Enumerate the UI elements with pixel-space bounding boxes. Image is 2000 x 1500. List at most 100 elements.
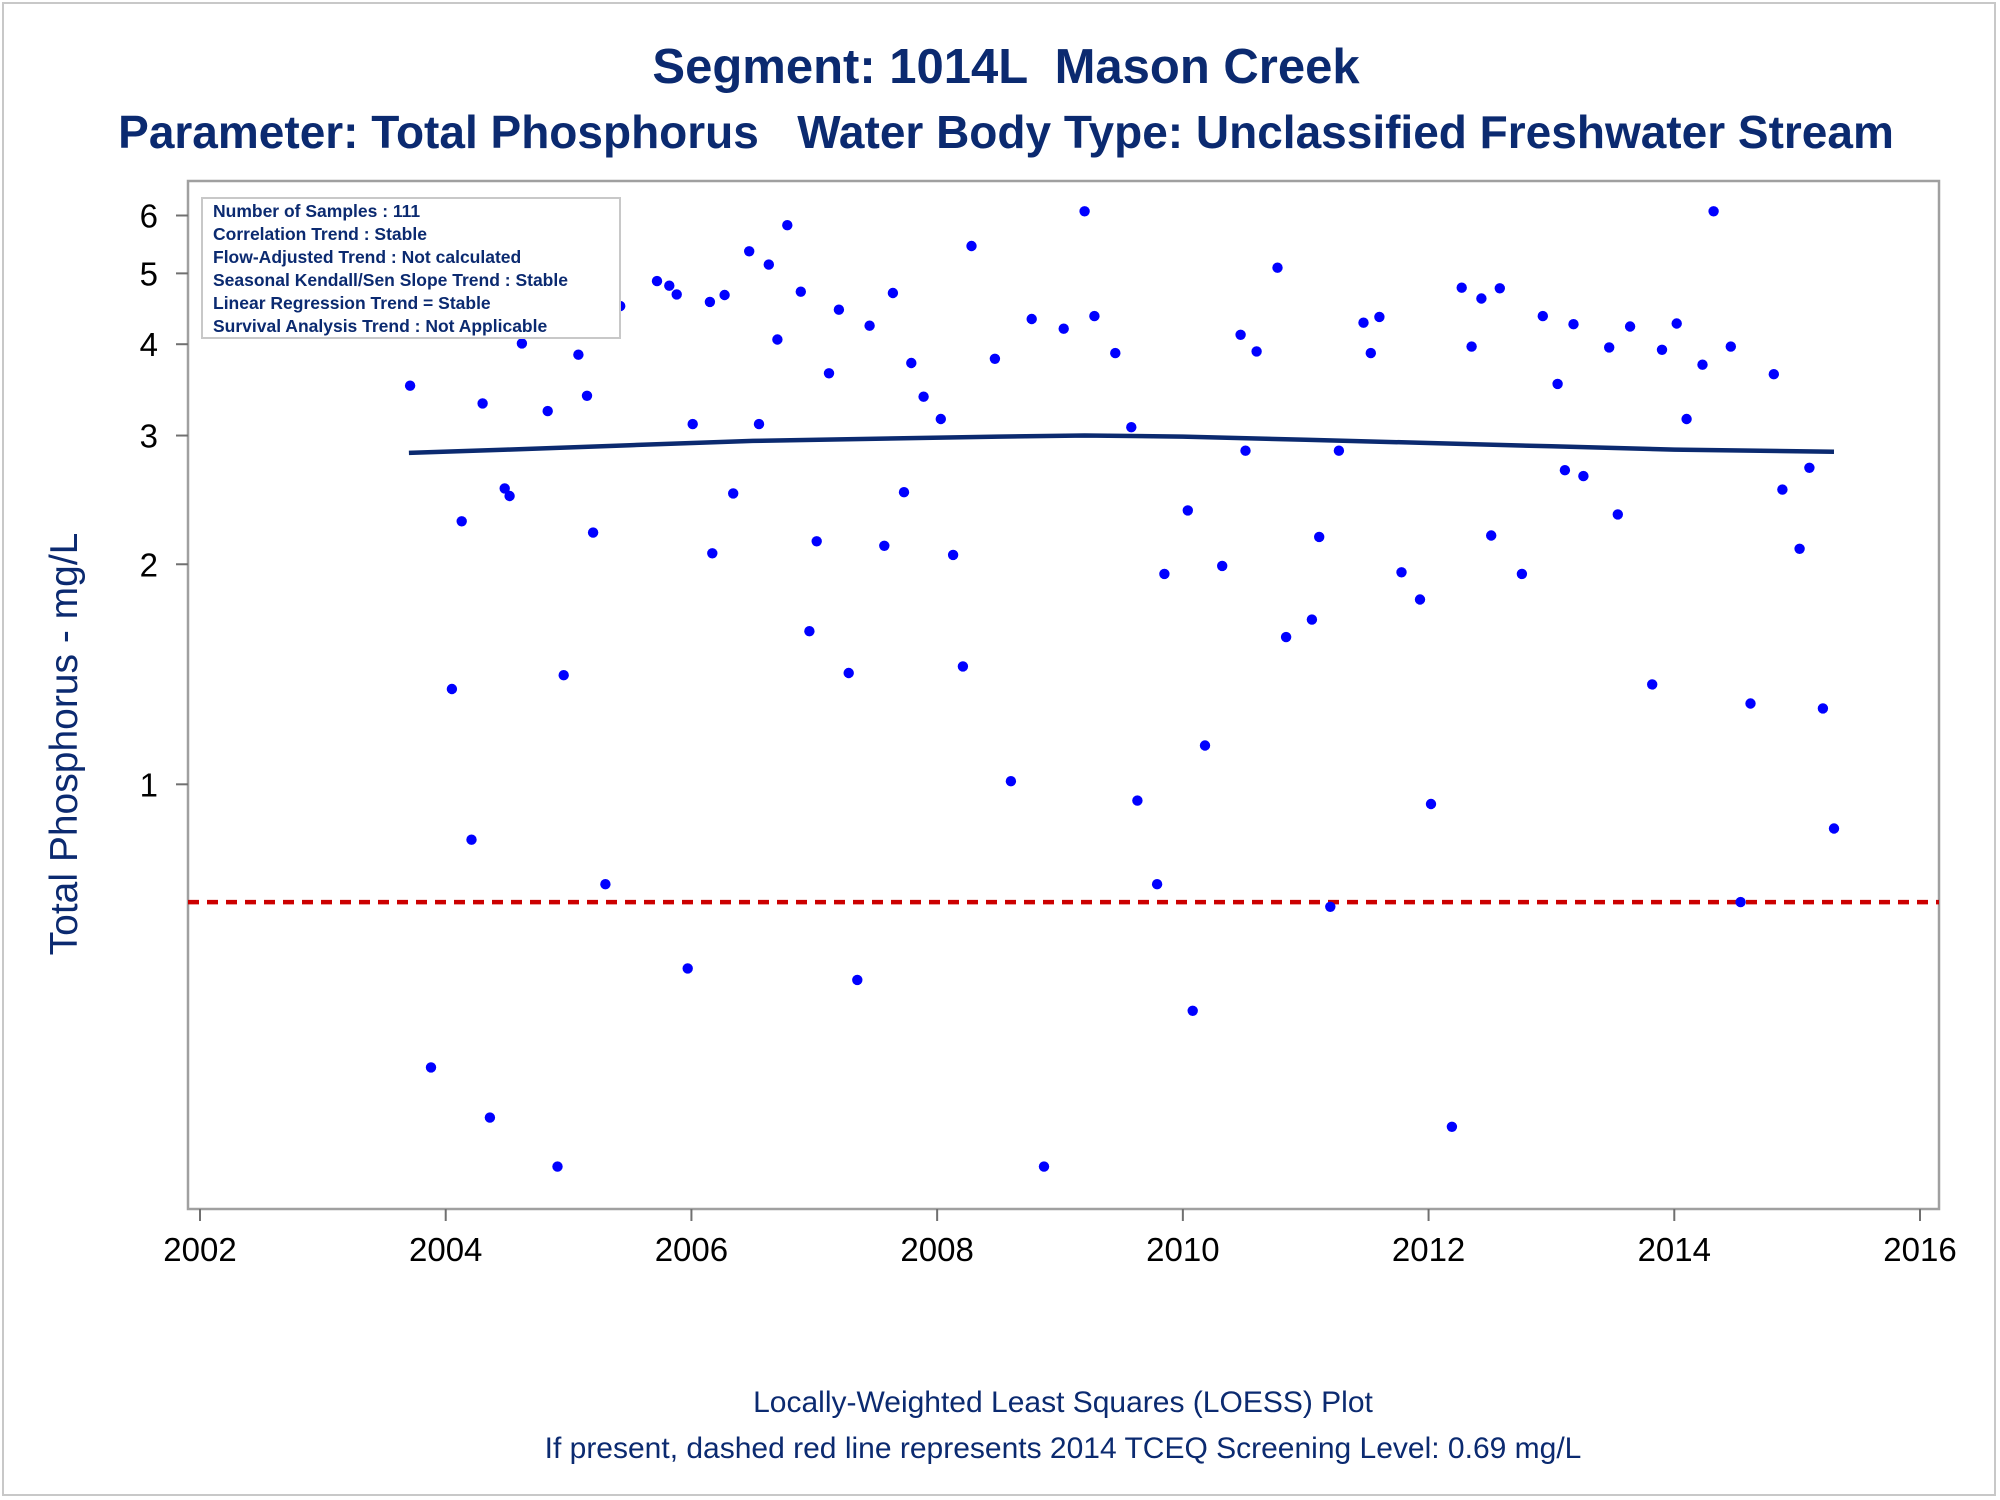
data-point [1578,470,1589,482]
data-point [581,390,593,401]
data-point [918,391,929,402]
data-point [811,536,822,547]
data-point [1425,798,1437,810]
data-point [1476,293,1487,304]
data-point [1396,567,1407,578]
data-point [484,1112,496,1123]
footnote-loess: Locally-Weighted Least Squares (LOESS) P… [753,1386,1373,1419]
data-point [1251,346,1262,357]
data-point [499,483,510,494]
x-tick-label: 2016 [1883,1231,1956,1268]
chart-subtitle: Parameter: Total Phosphorus Water Body T… [118,106,1894,158]
data-point [477,398,488,409]
data-point [664,280,675,291]
data-point [966,240,977,252]
data-point [1325,901,1336,912]
data-point [1159,568,1170,580]
data-point [1624,321,1636,332]
data-point [1708,206,1719,217]
data-point [1026,313,1037,325]
data-point [466,834,477,845]
data-point [989,353,1001,364]
y-tick-label: 6 [140,197,158,234]
x-tick-label: 2006 [655,1231,728,1268]
data-point [558,670,569,681]
data-point [671,289,682,300]
data-point [1804,462,1815,473]
data-point [1272,262,1283,273]
data-point [552,1161,563,1172]
data-point [887,287,899,299]
data-point [935,413,946,425]
data-point [1235,329,1246,340]
data-point [1058,323,1069,334]
data-point [957,661,969,672]
data-point [1828,823,1840,834]
chart-title: Segment: 1014L Mason Creek [652,40,1360,94]
info-line-correlation: Correlation Trend : Stable [213,224,427,244]
data-point [1333,445,1345,456]
data-point [1745,698,1756,709]
data-point [504,490,515,502]
data-point [843,667,854,679]
data-point [516,338,528,349]
data-point [682,963,693,974]
data-point [1038,1161,1050,1172]
data-point [1537,310,1549,322]
data-point [1240,445,1251,456]
data-point [1365,347,1377,359]
data-point [1358,317,1369,328]
info-line-seasonal-kendall: Seasonal Kendall/Sen Slope Trend : Stabl… [213,270,568,290]
data-point [1568,319,1579,330]
x-tick-label: 2012 [1392,1231,1465,1268]
data-point [1199,740,1211,751]
info-line-survival-analysis: Survival Analysis Trend : Not Applicable [213,316,547,336]
data-point [704,296,716,308]
data-point [707,548,718,559]
info-line-flow-adjusted: Flow-Adjusted Trend : Not calculated [213,247,521,267]
data-point [1079,206,1090,217]
data-point [772,334,783,345]
loess-curve [408,433,1835,456]
data-point [1187,1005,1198,1016]
x-tick-label: 2014 [1638,1231,1711,1268]
data-point [1494,283,1506,294]
data-point [1697,359,1708,370]
data-point [1306,614,1318,625]
data-point [1604,342,1615,353]
y-tick-label: 2 [140,546,158,583]
data-point [1552,378,1563,390]
data-point [898,487,910,498]
data-point [728,488,739,499]
data-point [744,246,755,257]
data-point [1446,1121,1458,1133]
data-point [1089,310,1100,322]
data-point [1681,413,1692,425]
data-point [1794,543,1805,554]
data-point [1656,344,1668,355]
data-point [804,626,815,637]
data-point [1516,568,1528,580]
data-point [852,974,863,986]
data-point [1559,465,1571,476]
y-tick-label: 1 [140,766,158,803]
data-point [587,527,599,538]
data-point [1486,530,1497,541]
x-tick-label: 2004 [409,1231,482,1268]
x-tick-label: 2002 [163,1231,236,1268]
info-line-linear-regression: Linear Regression Trend = Stable [213,293,491,313]
data-point [1151,879,1163,890]
data-point [1456,282,1467,293]
data-point [1110,347,1121,359]
data-point [1182,505,1194,516]
data-point [719,289,730,301]
data-point [1132,795,1143,806]
data-point [1647,679,1658,690]
data-point [1217,560,1228,572]
data-point [1612,509,1624,520]
data-point [1314,531,1325,543]
data-point [833,304,845,315]
data-point [1817,703,1829,714]
data-point [763,259,774,270]
